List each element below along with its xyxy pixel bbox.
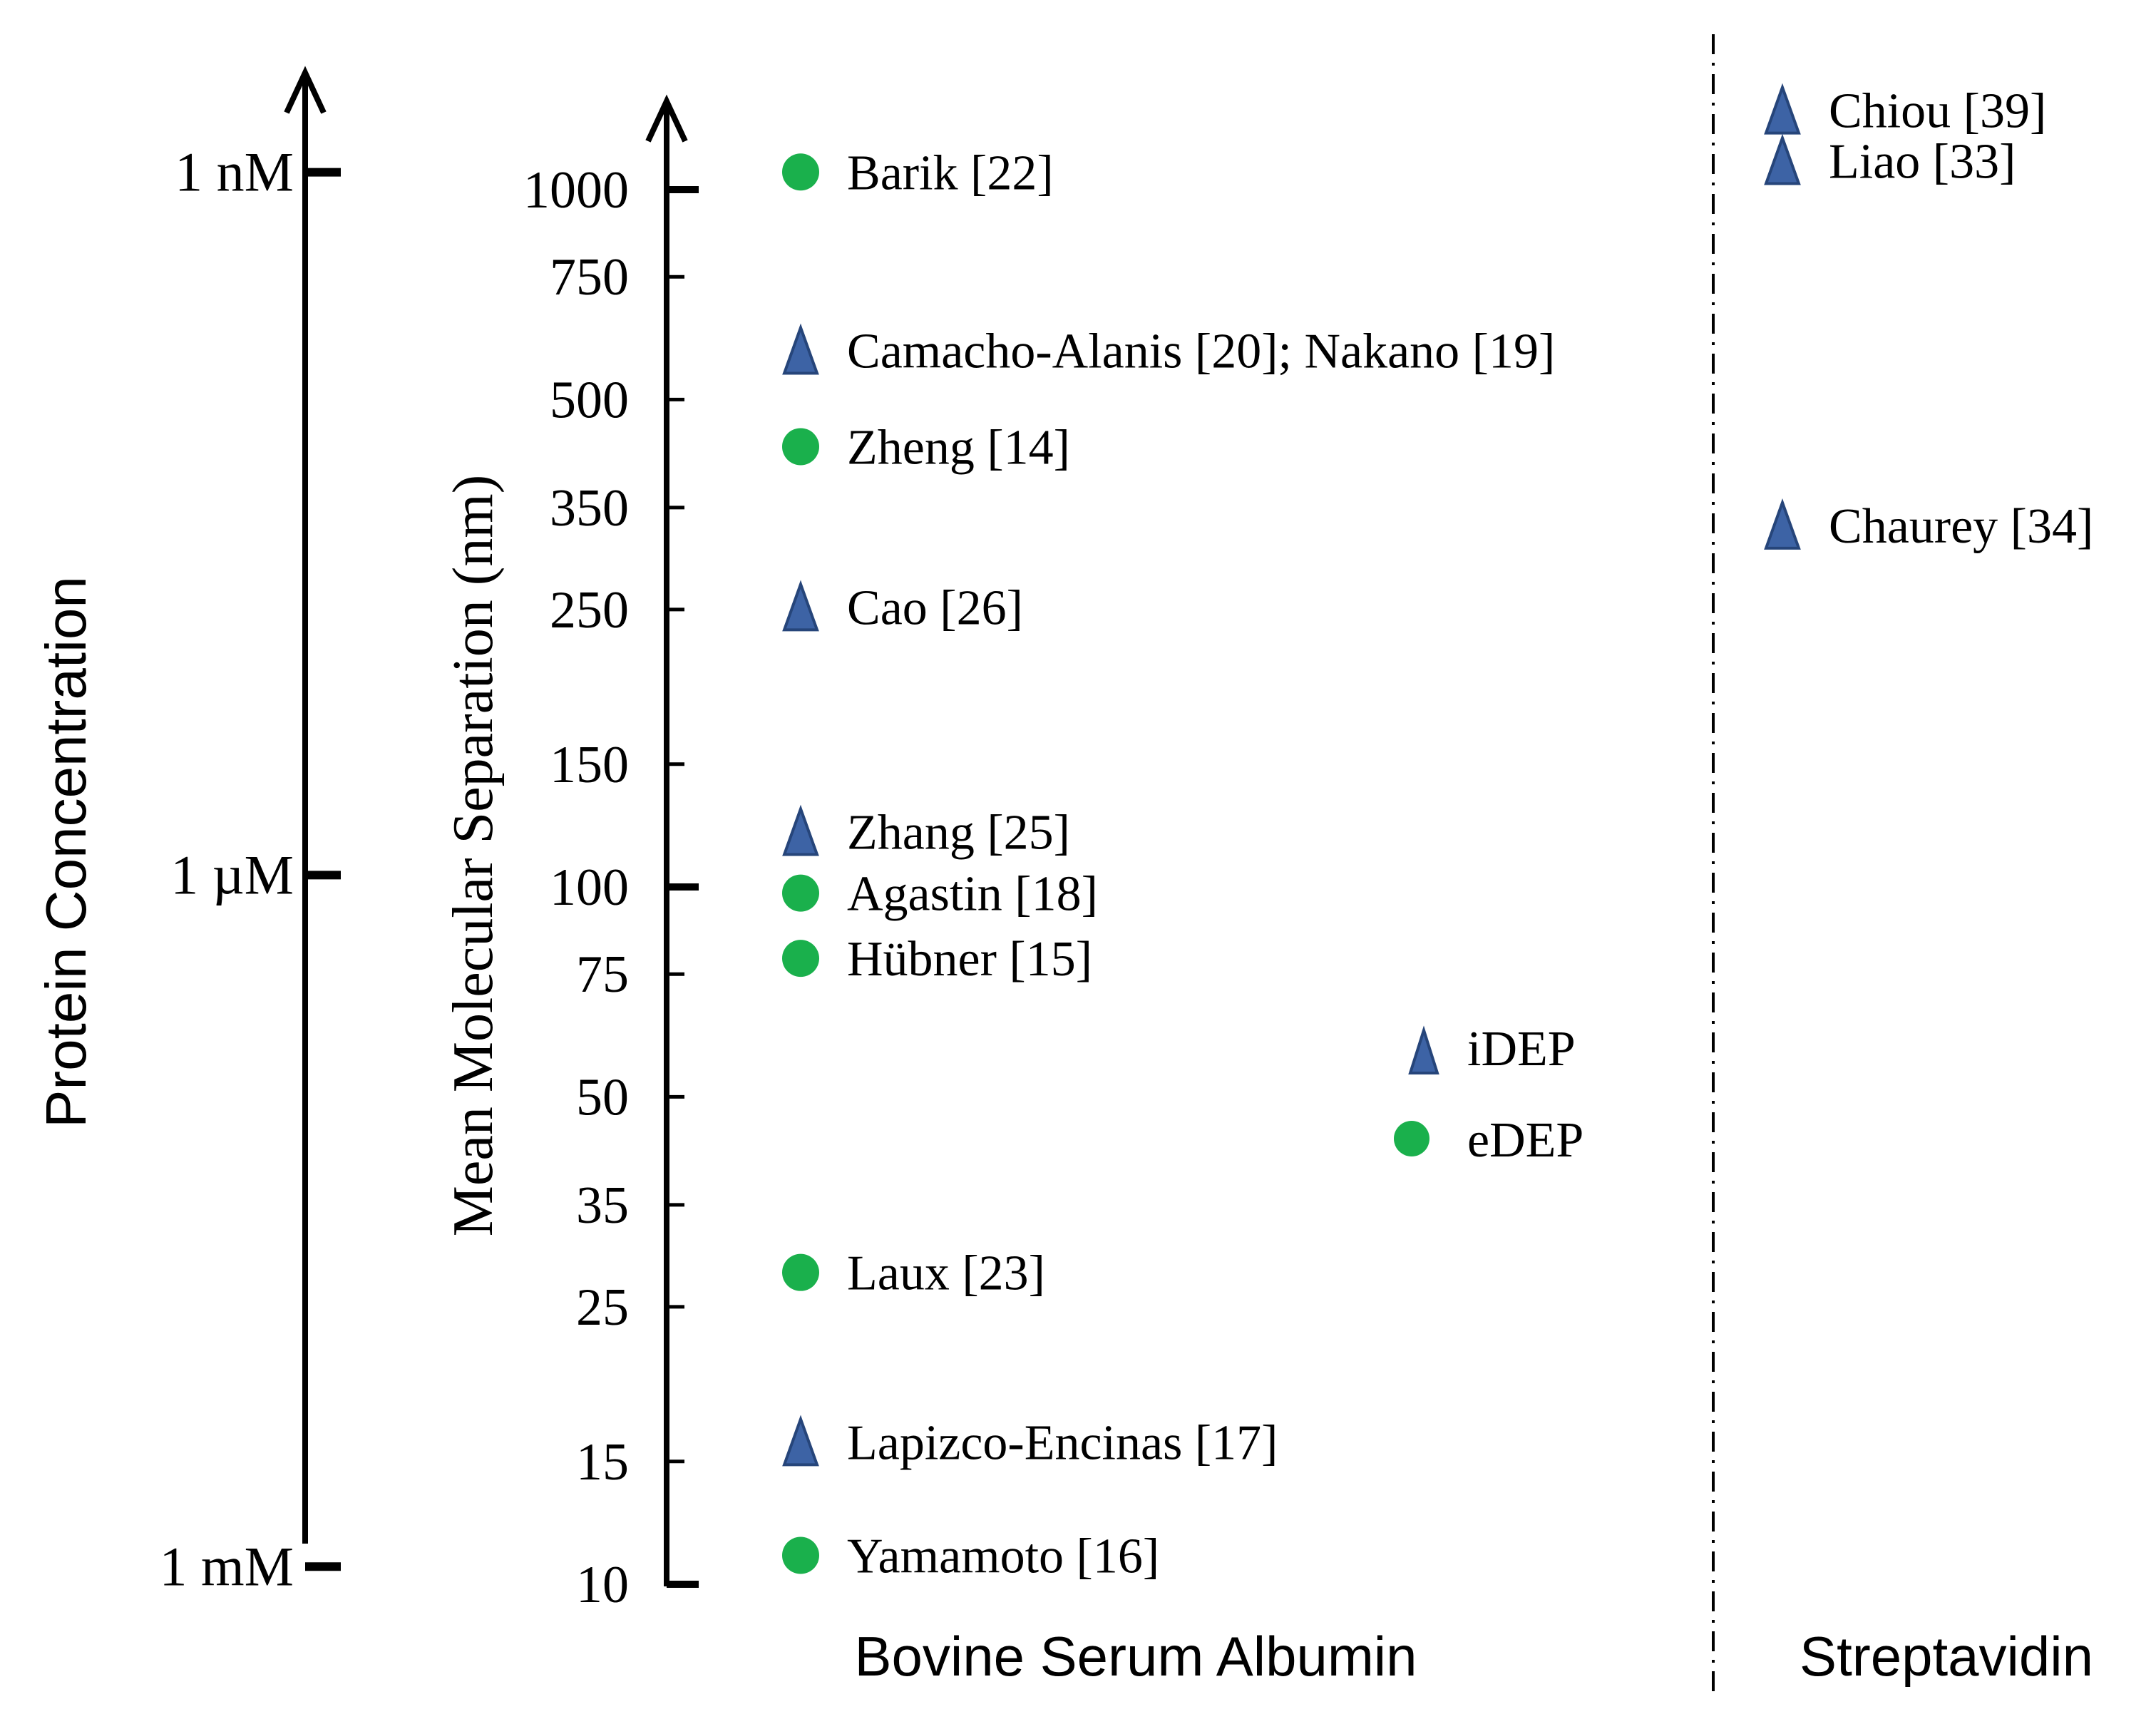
- edep-circle-marker: [782, 1253, 819, 1291]
- separation-ticks: 10 15 25 35 50 75 100 150 250 350 500 750 1000: [523, 161, 699, 1614]
- edep-circle-marker: [782, 428, 819, 466]
- idep-triangle-marker: [1764, 133, 1801, 185]
- data-points: Camacho-Alanis [20]; Nakano [19] Cao [26]…: [782, 83, 2093, 1584]
- point-label: Liao [33]: [1829, 135, 2016, 190]
- concentration-tick-label: 1 nM: [175, 141, 294, 203]
- point-label: Hübner [15]: [847, 932, 1092, 987]
- separation-tick-label: 75: [576, 945, 629, 1004]
- point-label: Chiou [39]: [1829, 84, 2046, 139]
- separation-tick-label: 10: [576, 1556, 629, 1614]
- legend-label-idep: iDEP: [1467, 1022, 1576, 1077]
- edep-circle-marker: [782, 940, 819, 978]
- point-label: Agastin [18]: [847, 867, 1098, 922]
- separation-tick-label: 350: [550, 479, 629, 538]
- idep-triangle-marker: [782, 1415, 819, 1467]
- separation-tick-label: 750: [550, 248, 629, 307]
- separation-tick-label: 500: [550, 371, 629, 429]
- separation-tick-label: 150: [550, 736, 629, 794]
- legend-label-edep: eDEP: [1467, 1113, 1583, 1168]
- concentration-tick-label: 1 mM: [159, 1535, 294, 1597]
- separation-tick-label: 250: [550, 581, 629, 640]
- legend-triangle-marker: [1408, 1025, 1439, 1074]
- concentration-axis: 1 nM 1 µM 1 mM Protein Concentration: [34, 66, 341, 1597]
- separation-axis-label: Mean Molecular Separation (nm): [442, 475, 505, 1237]
- point-label: Chaurey [34]: [1829, 499, 2093, 554]
- group-label-bsa: Bovine Serum Albumin: [854, 1625, 1417, 1688]
- separation-tick-label: 50: [576, 1068, 629, 1127]
- point-label: Lapizco-Encinas [17]: [847, 1415, 1278, 1470]
- separation-tick-label: 25: [576, 1278, 629, 1337]
- idep-triangle-marker: [782, 580, 819, 632]
- idep-triangle-marker: [1764, 83, 1801, 135]
- idep-triangle-marker: [782, 804, 819, 856]
- legend-circle-marker: [1394, 1121, 1429, 1156]
- concentration-tick-label: 1 µM: [170, 843, 294, 905]
- concentration-axis-label: Protein Concentration: [34, 576, 98, 1128]
- idep-triangle-marker: [782, 323, 819, 375]
- point-label: Camacho-Alanis [20]; Nakano [19]: [847, 324, 1555, 379]
- legend: iDEP eDEP: [1394, 1022, 1583, 1168]
- separation-tick-label: 1000: [523, 161, 629, 220]
- separation-axis: 10 15 25 35 50 75 100 150 250 350 500 750 1000 Mean …: [442, 94, 699, 1614]
- edep-circle-marker: [782, 153, 819, 191]
- separation-axis-arrowhead: [645, 94, 688, 143]
- point-label: Barik [22]: [847, 145, 1054, 200]
- concentration-ticks: 1 nM 1 µM 1 mM: [159, 141, 341, 1597]
- edep-circle-marker: [782, 874, 819, 912]
- idep-triangle-marker: [1764, 498, 1801, 550]
- point-label: Cao [26]: [847, 580, 1023, 635]
- separation-tick-label: 15: [576, 1433, 629, 1492]
- group-label-streptavidin: Streptavidin: [1800, 1625, 2093, 1688]
- point-label: Zheng [14]: [847, 420, 1070, 475]
- edep-circle-marker: [782, 1536, 819, 1574]
- separation-tick-label: 100: [550, 858, 629, 917]
- point-label: Yamamoto [16]: [847, 1529, 1159, 1584]
- point-label: Zhang [25]: [847, 806, 1070, 861]
- separation-tick-label: 35: [576, 1176, 629, 1235]
- concentration-axis-arrowhead: [284, 66, 327, 114]
- point-label: Laux [23]: [847, 1246, 1045, 1301]
